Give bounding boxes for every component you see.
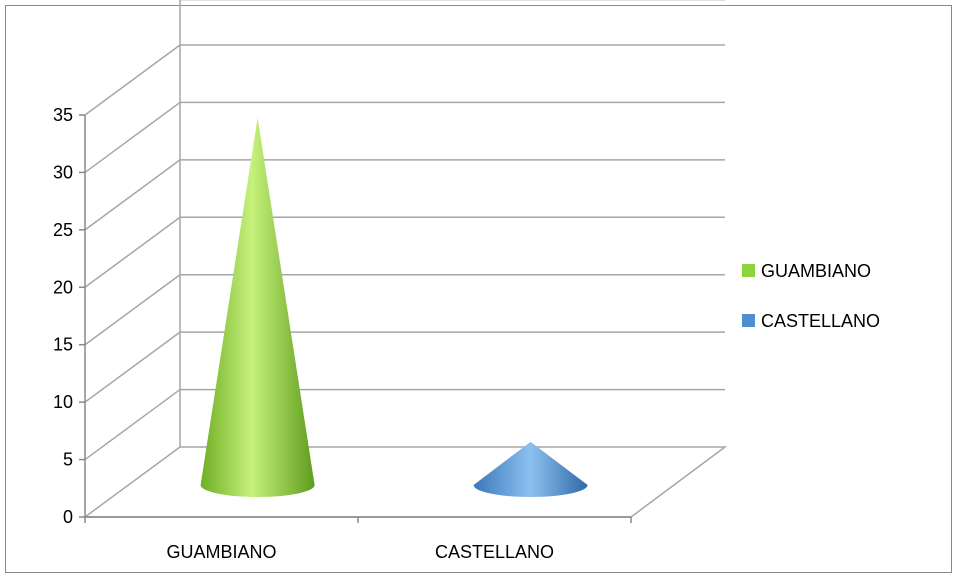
gridline-side bbox=[84, 101, 181, 174]
y-tick-label: 35 bbox=[53, 105, 73, 125]
cone-body bbox=[200, 117, 315, 498]
y-tick-label: 0 bbox=[63, 507, 73, 527]
legend-swatch bbox=[742, 314, 755, 327]
y-tick-label: 15 bbox=[53, 335, 73, 355]
gridline-side bbox=[84, 216, 181, 288]
gridline-side bbox=[84, 159, 181, 231]
data-marks bbox=[200, 117, 588, 498]
y-tick-label: 25 bbox=[53, 220, 73, 240]
axis-labels: 0 5 10 15 20 25 30 35 GUAMBIANO CASTELLANO bbox=[53, 105, 554, 562]
cone-body bbox=[473, 441, 588, 497]
gridline-side bbox=[84, 331, 181, 403]
cone-castellano bbox=[473, 441, 588, 497]
legend-swatch bbox=[742, 264, 755, 277]
floor-plane bbox=[82, 446, 728, 518]
legend-label: CASTELLANO bbox=[761, 311, 880, 331]
gridlines bbox=[82, 0, 728, 518]
gridline-side bbox=[84, 388, 181, 461]
gridline-side bbox=[84, 274, 181, 346]
legend-label: GUAMBIANO bbox=[761, 261, 871, 281]
cone-guambiano bbox=[200, 117, 315, 498]
x-tick-label: CASTELLANO bbox=[435, 542, 554, 562]
y-tick-label: 10 bbox=[53, 392, 73, 412]
gridline-side bbox=[84, 44, 181, 116]
y-tick-label: 5 bbox=[63, 450, 73, 470]
chart-frame bbox=[5, 5, 952, 573]
y-tick-label: 20 bbox=[53, 277, 73, 297]
axes bbox=[79, 114, 632, 523]
y-tick-label: 30 bbox=[53, 162, 73, 182]
legend: GUAMBIANO CASTELLANO bbox=[742, 261, 880, 331]
x-tick-label: GUAMBIANO bbox=[166, 542, 276, 562]
